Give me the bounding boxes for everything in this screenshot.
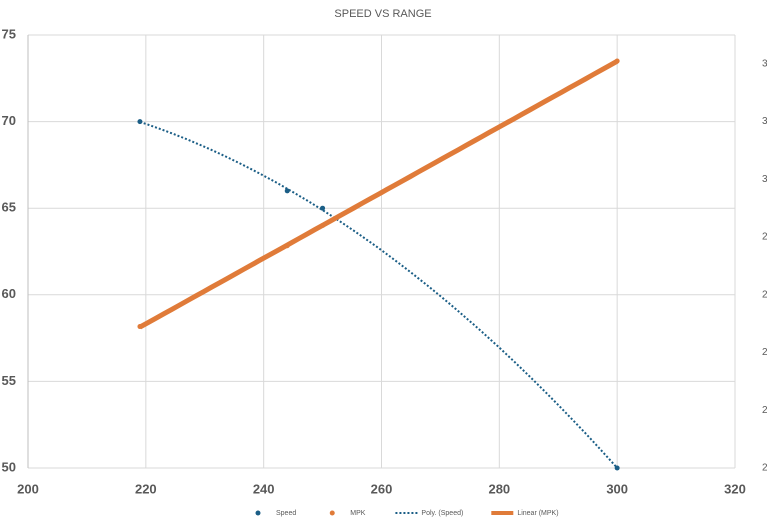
x-tick-label: 320 [724,481,746,496]
y2-tick-label: 2.60 [762,289,767,300]
x-tick-label: 220 [135,481,157,496]
chart-title: SPEED VS RANGE [334,8,431,20]
y2-tick-label: 3.00 [762,174,767,185]
data-point [614,465,620,471]
y-tick-label: 55 [2,373,16,388]
x-tick-label: 260 [371,481,393,496]
legend-label: MPK [350,510,366,517]
y2-tick-label: 2.80 [762,232,767,243]
y2-tick-label: 3.40 [762,59,767,70]
trendline [138,59,619,330]
y-tick-label: 50 [2,459,16,474]
y-tick-label: 65 [2,200,16,215]
trendline [139,120,618,469]
legend-marker [255,510,261,516]
x-tick-label: 300 [606,481,628,496]
y2-tick-label: 2.00 [762,463,767,474]
y-tick-label: 70 [2,113,16,128]
data-point [284,188,290,194]
y-tick-label: 60 [2,286,16,301]
y2-tick-label: 3.20 [762,116,767,127]
x-tick-label: 240 [253,481,275,496]
y2-tick-label: 2.40 [762,347,767,358]
legend-label: Linear (MPK) [517,510,558,517]
y2-tick-label: 2.20 [762,405,767,416]
legend-label: Poly. (Speed) [421,510,463,517]
x-tick-label: 280 [488,481,510,496]
y-tick-label: 75 [2,26,16,41]
legend-marker [329,510,335,516]
x-tick-label: 200 [17,481,39,496]
legend-label: Speed [276,510,296,517]
